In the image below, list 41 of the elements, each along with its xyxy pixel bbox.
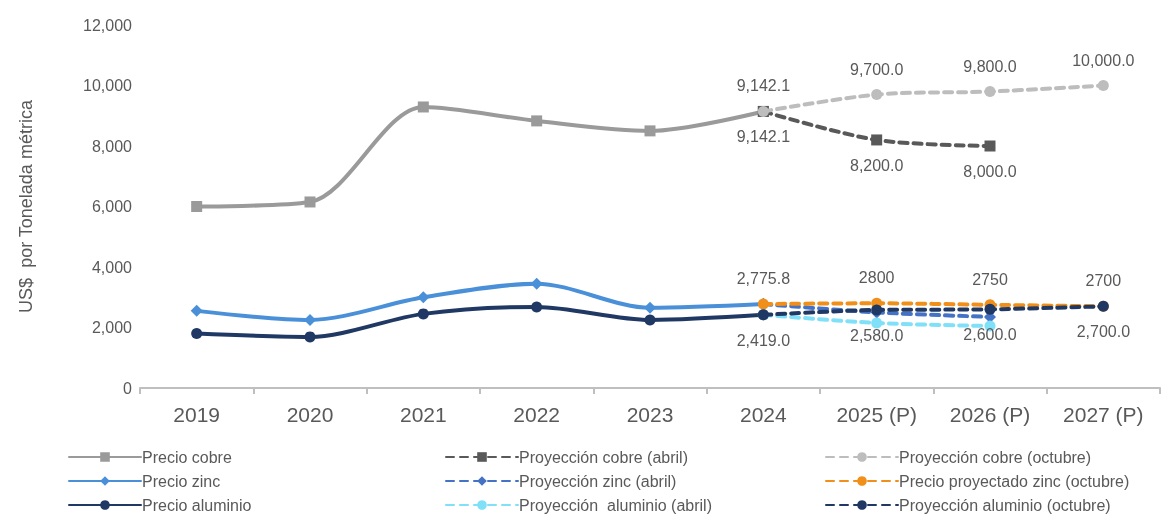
- y-tick-label: 2,000: [91, 319, 133, 336]
- legend-label: Precio proyectado zinc (octubre): [899, 472, 1130, 490]
- x-tick-label: 2027 (P): [1063, 403, 1144, 426]
- legend-label: Proyección aluminio (abril): [519, 496, 712, 514]
- x-tick-label: 2023: [626, 403, 674, 426]
- data-label: 9,800.0: [963, 57, 1017, 75]
- legend-label: Proyección cobre (abril): [519, 448, 688, 466]
- data-label: 8,000.0: [963, 163, 1017, 180]
- y-axis-title: US$ por Tonelada métrica: [16, 99, 36, 313]
- x-tick-label: 2026 (P): [949, 403, 1031, 426]
- data-label: 9,142.1: [736, 77, 791, 95]
- y-tick-label: 4,000: [91, 258, 133, 276]
- data-label: 2,580.0: [849, 326, 904, 344]
- x-tick-label: 2025 (P): [836, 403, 917, 426]
- y-tick-label: 6,000: [91, 198, 133, 215]
- data-label: 2750: [972, 270, 1008, 288]
- x-tick-label: 2021: [399, 403, 447, 426]
- data-label: 2,775.8: [736, 270, 791, 288]
- data-label: 2,419.0: [736, 331, 791, 349]
- legend-label: Precio zinc: [142, 472, 221, 490]
- x-tick-label: 2020: [286, 403, 334, 426]
- x-tick-label: 2019: [173, 403, 221, 426]
- legend-label: Precio aluminio: [142, 496, 252, 514]
- y-tick-label: 10,000: [83, 77, 133, 94]
- legend-label: Precio cobre: [142, 448, 232, 466]
- legend-label: Proyección zinc (abril): [519, 472, 677, 490]
- x-tick-label: 2022: [513, 403, 561, 426]
- y-tick-label: 12,000: [83, 16, 133, 34]
- data-label: 9,700.0: [849, 60, 904, 78]
- data-label: 2800: [858, 269, 895, 287]
- data-label: 2,700.0: [1076, 323, 1131, 341]
- y-tick-label: 8,000: [91, 137, 133, 155]
- data-label: 8,200.0: [849, 156, 904, 174]
- legend-label: Proyección aluminio (octubre): [899, 496, 1111, 514]
- y-tick-label: 0: [123, 379, 133, 397]
- x-tick-label: 2024: [739, 403, 788, 426]
- data-label: 2,600.0: [963, 326, 1017, 344]
- data-label: 10,000.0: [1072, 51, 1135, 69]
- legend-label: Proyección cobre (octubre): [899, 448, 1092, 466]
- data-label: 2700: [1085, 272, 1122, 290]
- data-label: 9,142.1: [736, 128, 791, 146]
